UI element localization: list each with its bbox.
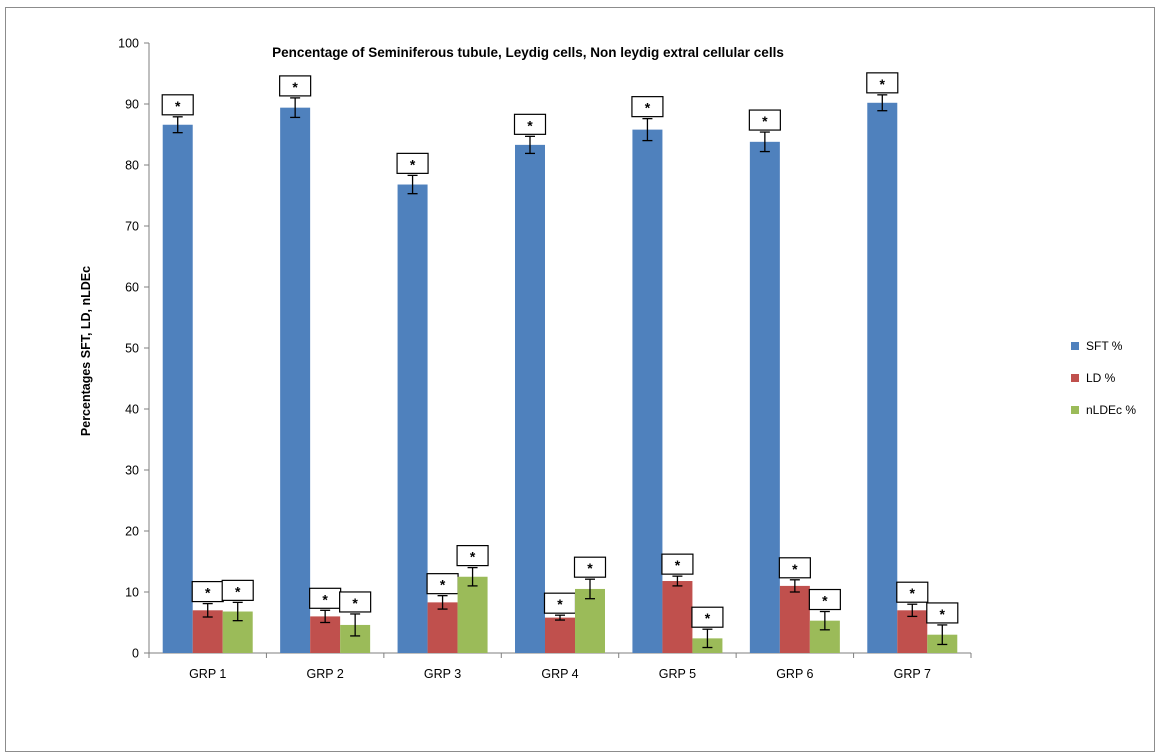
significance-box xyxy=(279,75,312,97)
y-tick-label: 10 xyxy=(125,586,139,600)
x-tick-label: GRP 7 xyxy=(894,667,931,681)
y-tick-label: 20 xyxy=(125,525,139,539)
bar xyxy=(280,107,311,653)
y-tick-label: 40 xyxy=(125,403,139,417)
legend-swatch xyxy=(1071,374,1079,382)
significance-mark: * xyxy=(175,98,181,114)
y-tick-label: 60 xyxy=(125,281,139,295)
significance-mark: * xyxy=(762,113,768,129)
x-tick-label: GRP 4 xyxy=(541,667,578,681)
y-tick-label: 90 xyxy=(125,98,139,112)
significance-box xyxy=(396,152,429,174)
significance-mark: * xyxy=(440,577,446,593)
significance-box xyxy=(161,94,194,116)
significance-box xyxy=(896,581,929,603)
x-tick-label: GRP 3 xyxy=(424,667,461,681)
significance-mark: * xyxy=(205,585,211,601)
significance-mark: * xyxy=(292,79,298,95)
bar xyxy=(545,617,575,653)
significance-mark: * xyxy=(645,100,651,116)
chart-title: Pencentage of Seminiferous tubule, Leydi… xyxy=(272,45,784,60)
significance-mark: * xyxy=(792,561,798,577)
significance-mark: * xyxy=(880,76,886,92)
significance-box xyxy=(573,556,607,578)
significance-mark: * xyxy=(322,591,328,607)
bar-chart: Pencentage of Seminiferous tubule, Leydi… xyxy=(79,37,1136,682)
significance-box xyxy=(631,96,664,118)
significance-mark: * xyxy=(940,606,946,622)
significance-mark: * xyxy=(705,610,711,626)
significance-mark: * xyxy=(470,549,476,565)
significance-mark: * xyxy=(675,557,681,573)
significance-mark: * xyxy=(352,595,358,611)
legend-label: nLDEc % xyxy=(1086,403,1136,417)
bar xyxy=(575,588,605,653)
legend-label: LD % xyxy=(1086,371,1116,385)
bar xyxy=(662,581,693,653)
significance-box xyxy=(456,544,489,567)
bars: * * * * * * * * * * * * * * * * * * * * * xyxy=(161,72,959,654)
significance-mark: * xyxy=(557,596,563,612)
x-tick-label: GRP 2 xyxy=(306,667,343,681)
significance-box xyxy=(221,579,254,601)
legend-swatch xyxy=(1071,342,1079,350)
x-axis: GRP 1 GRP 2 GRP 3 GRP 4 GRP 5 GRP 6 GRP 7 xyxy=(148,652,972,681)
y-tick-label: 70 xyxy=(125,220,139,234)
y-axis-label: Percentages SFT, LD, nLDEc xyxy=(79,266,93,436)
significance-box xyxy=(691,606,724,628)
bar xyxy=(515,144,545,653)
y-axis: 0 10 20 30 40 50 60 70 80 90 100 xyxy=(118,37,150,661)
significance-box xyxy=(866,72,899,94)
significance-mark: * xyxy=(822,593,828,609)
significance-mark: * xyxy=(235,583,241,599)
bar xyxy=(632,129,663,653)
y-tick-label: 100 xyxy=(118,37,139,51)
bar xyxy=(162,124,193,654)
significance-box xyxy=(339,591,372,613)
bar xyxy=(897,610,928,653)
significance-mark: * xyxy=(527,117,533,133)
significance-mark: * xyxy=(410,156,416,172)
bar xyxy=(867,102,898,653)
legend-label: SFT % xyxy=(1086,339,1123,353)
bar xyxy=(397,184,428,653)
y-tick-label: 80 xyxy=(125,159,139,173)
significance-mark: * xyxy=(587,560,593,576)
chart-frame: Pencentage of Seminiferous tubule, Leydi… xyxy=(5,7,1155,752)
significance-box xyxy=(778,557,811,579)
bar xyxy=(457,576,488,653)
bar xyxy=(749,141,780,653)
significance-box xyxy=(513,113,547,135)
legend: SFT % LD % nLDEc % xyxy=(1071,339,1136,417)
x-tick-label: GRP 1 xyxy=(189,667,226,681)
significance-mark: * xyxy=(910,585,916,601)
y-tick-label: 50 xyxy=(125,342,139,356)
y-tick-label: 0 xyxy=(132,647,139,661)
significance-box xyxy=(748,109,781,131)
bar xyxy=(779,585,810,653)
x-tick-label: GRP 5 xyxy=(659,667,696,681)
significance-box xyxy=(661,553,694,575)
significance-box xyxy=(926,602,959,624)
bar xyxy=(427,602,458,653)
y-tick-label: 30 xyxy=(125,464,139,478)
significance-box xyxy=(808,588,841,611)
legend-swatch xyxy=(1071,406,1079,414)
x-tick-label: GRP 6 xyxy=(776,667,813,681)
